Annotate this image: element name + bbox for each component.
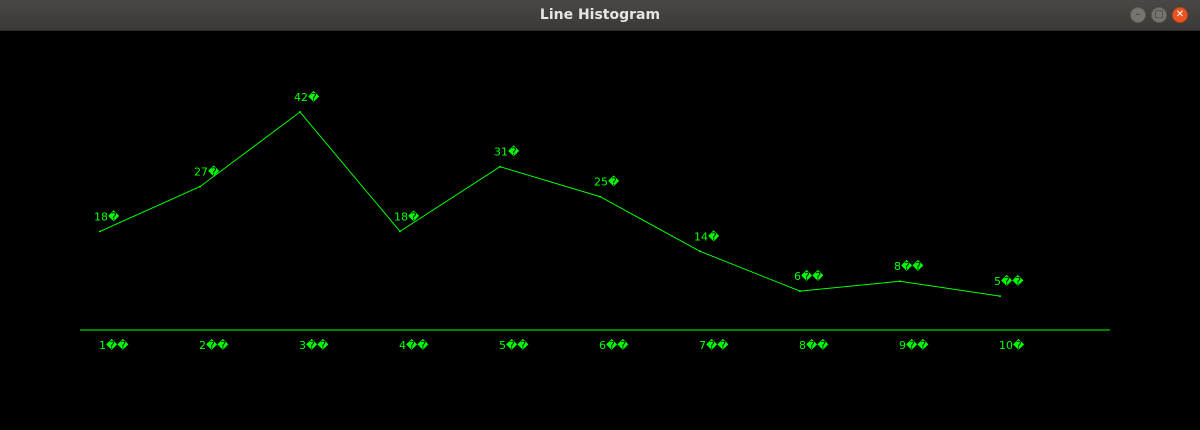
chart-canvas: 18� 27� 42� 18� 31� 25� 14� 6�� 8�� 5�� 1�� 2�� 3�� 4… [0, 31, 1200, 430]
close-button[interactable]: ✕ [1172, 7, 1188, 23]
data-point [499, 165, 501, 168]
x-tick-label: 8�� [799, 339, 829, 352]
window-controls: – □ ✕ [1130, 7, 1188, 23]
data-label: 6�� [794, 270, 824, 283]
x-tick-label: 10� [999, 339, 1025, 352]
close-icon: ✕ [1175, 9, 1185, 20]
x-tick-label: 4�� [399, 339, 429, 352]
data-point [599, 195, 601, 198]
maximize-icon: □ [1154, 9, 1164, 20]
data-point [899, 280, 901, 283]
data-point [699, 250, 701, 253]
minimize-button[interactable]: – [1130, 7, 1146, 23]
maximize-button[interactable]: □ [1151, 7, 1167, 23]
x-tick-label: 1�� [99, 339, 129, 352]
minimize-icon: – [1135, 9, 1141, 20]
data-point [299, 111, 301, 113]
x-tick-label: 5�� [499, 339, 529, 352]
series-line [99, 111, 1001, 297]
x-tick-label: 2�� [199, 339, 229, 352]
data-label: 18� [94, 210, 120, 223]
line-chart: 18� 27� 42� 18� 31� 25� 14� 6�� 8�� 5�� 1�� 2�� 3�� 4… [80, 91, 1110, 352]
data-point [99, 230, 101, 233]
data-point [799, 290, 801, 293]
data-label: 14� [694, 230, 720, 243]
data-point [999, 295, 1001, 298]
data-label: 42� [294, 91, 320, 104]
data-label: 27� [194, 166, 220, 179]
data-label: 18� [394, 210, 420, 223]
data-label: 25� [594, 176, 620, 189]
data-label: 8�� [894, 260, 924, 273]
data-point [399, 230, 401, 233]
x-tick-label: 6�� [599, 339, 629, 352]
x-tick-label: 7�� [699, 339, 729, 352]
x-tick-label: 3�� [299, 339, 329, 352]
data-label: 31� [494, 146, 520, 159]
data-point [199, 185, 201, 188]
title-bar[interactable]: Line Histogram – □ ✕ [0, 0, 1200, 31]
x-tick-label: 9�� [899, 339, 929, 352]
data-label: 5�� [994, 275, 1024, 288]
window-title: Line Histogram [539, 7, 661, 23]
